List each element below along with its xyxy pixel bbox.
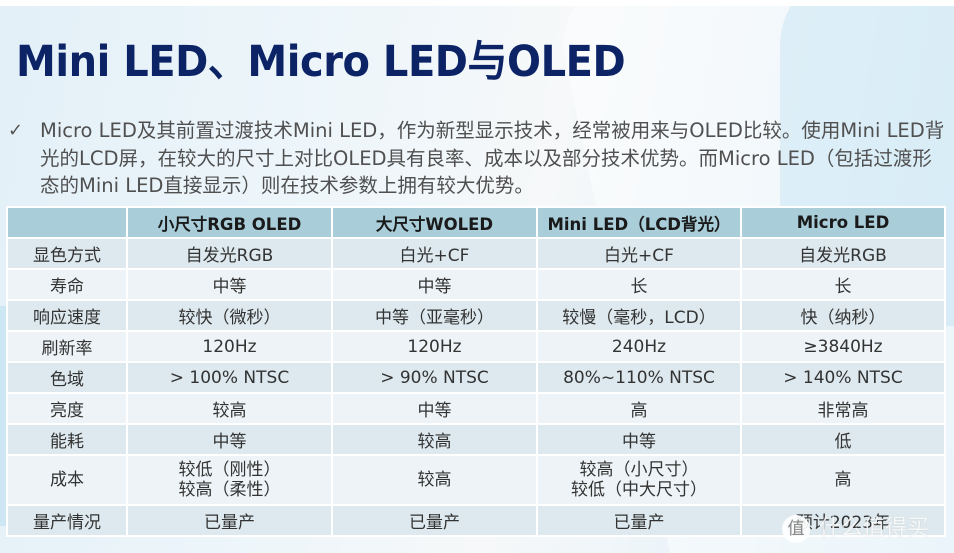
- table-cell: ≥3840Hz: [740, 330, 946, 363]
- table-cell: 较高: [126, 392, 333, 425]
- table-cell: 中等: [331, 392, 538, 425]
- table-cell: 快（纳秒）: [740, 299, 946, 332]
- table-row: 能耗 中等 较高 中等 低: [6, 423, 946, 456]
- table-row: 响应速度 较快（微秒） 中等（亚毫秒） 较慢（毫秒，LCD） 快（纳秒）: [6, 299, 946, 332]
- table-cell: 较高: [331, 454, 538, 506]
- table-cell: 白光+CF: [536, 237, 742, 270]
- row-label: 亮度: [6, 392, 128, 425]
- slide-title: Mini LED、Micro LED与OLED: [16, 37, 626, 87]
- row-label: 刷新率: [6, 330, 128, 363]
- table-cell: 120Hz: [331, 330, 538, 363]
- table-cell: > 100% NTSC: [126, 361, 333, 394]
- table-row: 显色方式 自发光RGB 白光+CF 白光+CF 自发光RGB: [6, 237, 946, 270]
- bullet-text: Micro LED及其前置过渡技术Mini LED，作为新型显示技术，经常被用来…: [40, 119, 945, 197]
- table-cell: 较高（小尺寸） 较低（中大尺寸）: [536, 454, 742, 506]
- table-row: 刷新率 120Hz 120Hz 240Hz ≥3840Hz: [6, 330, 946, 363]
- table-row: 成本 较低（刚性） 较高（柔性） 较高 较高（小尺寸） 较低（中大尺寸） 高: [6, 454, 946, 506]
- table-cell: > 90% NTSC: [331, 361, 538, 394]
- row-label: 显色方式: [6, 237, 128, 270]
- table-cell: 自发光RGB: [740, 237, 946, 270]
- watermark-text: 什么值得买: [819, 516, 930, 541]
- table-cell: 非常高: [740, 392, 946, 425]
- cell-line: 较高: [417, 470, 452, 490]
- table-cell: 中等: [126, 423, 333, 456]
- cell-line: 较高（柔性）: [178, 480, 281, 500]
- bullet-point: ✓ Micro LED及其前置过渡技术Mini LED，作为新型显示技术，经常被…: [8, 117, 948, 200]
- table-row: 量产情况 已量产 已量产 已量产 预计2023年: [6, 504, 946, 537]
- table-cell: 长: [740, 268, 946, 301]
- header-corner: [6, 206, 128, 239]
- table-row: 亮度 较高 中等 高 非常高: [6, 392, 946, 425]
- table-cell: 预计2023年: [740, 504, 946, 537]
- table-cell: 较低（刚性） 较高（柔性）: [126, 454, 333, 506]
- check-icon: ✓: [8, 120, 24, 141]
- table-row: 寿命 中等 中等 长 长: [6, 268, 946, 301]
- watermark: 值 什么值得买: [782, 510, 929, 543]
- table-cell: 较快（微秒）: [126, 299, 333, 332]
- table-cell: 高: [740, 454, 946, 506]
- table-cell: 240Hz: [536, 330, 742, 363]
- table-cell: 已量产: [536, 504, 742, 537]
- watermark-logo-icon: 值: [782, 515, 810, 543]
- cell-line: 较高（小尺寸）: [579, 460, 699, 480]
- cell-line: 较低（中大尺寸）: [571, 480, 707, 500]
- table-cell: > 140% NTSC: [740, 361, 946, 394]
- row-label: 成本: [6, 454, 128, 506]
- header-small-rgb-oled: 小尺寸RGB OLED: [126, 206, 333, 239]
- cell-line: 高: [834, 470, 852, 490]
- header-micro-led: Micro LED: [740, 206, 946, 239]
- row-label: 能耗: [6, 423, 128, 456]
- table-cell: 已量产: [126, 504, 333, 537]
- header-mini-led: Mini LED（LCD背光）: [536, 206, 742, 239]
- table-cell: 已量产: [331, 504, 538, 537]
- header-large-woled: 大尺寸WOLED: [331, 206, 538, 239]
- table-header-row: 小尺寸RGB OLED 大尺寸WOLED Mini LED（LCD背光） Mic…: [6, 206, 946, 239]
- table-cell: 120Hz: [126, 330, 333, 363]
- table-cell: 较高: [331, 423, 538, 456]
- row-label: 量产情况: [6, 504, 128, 537]
- table-cell: 中等: [331, 268, 538, 301]
- table-cell: 较慢（毫秒，LCD）: [536, 299, 742, 332]
- table-cell: 长: [536, 268, 742, 301]
- table-cell: 高: [536, 392, 742, 425]
- table-row: 色域 > 100% NTSC > 90% NTSC 80%~110% NTSC …: [6, 361, 946, 394]
- table-cell: 80%~110% NTSC: [536, 361, 742, 394]
- row-label: 色域: [6, 361, 128, 394]
- table-cell: 中等: [536, 423, 742, 456]
- row-label: 响应速度: [6, 299, 128, 332]
- table-cell: 白光+CF: [331, 237, 538, 270]
- table-cell: 低: [740, 423, 946, 456]
- table-cell: 中等（亚毫秒）: [331, 299, 538, 332]
- table-cell: 自发光RGB: [126, 237, 333, 270]
- cell-line: 较低（刚性）: [178, 460, 281, 480]
- comparison-table: 小尺寸RGB OLED 大尺寸WOLED Mini LED（LCD背光） Mic…: [6, 206, 946, 537]
- table-cell: 中等: [126, 268, 333, 301]
- row-label: 寿命: [6, 268, 128, 301]
